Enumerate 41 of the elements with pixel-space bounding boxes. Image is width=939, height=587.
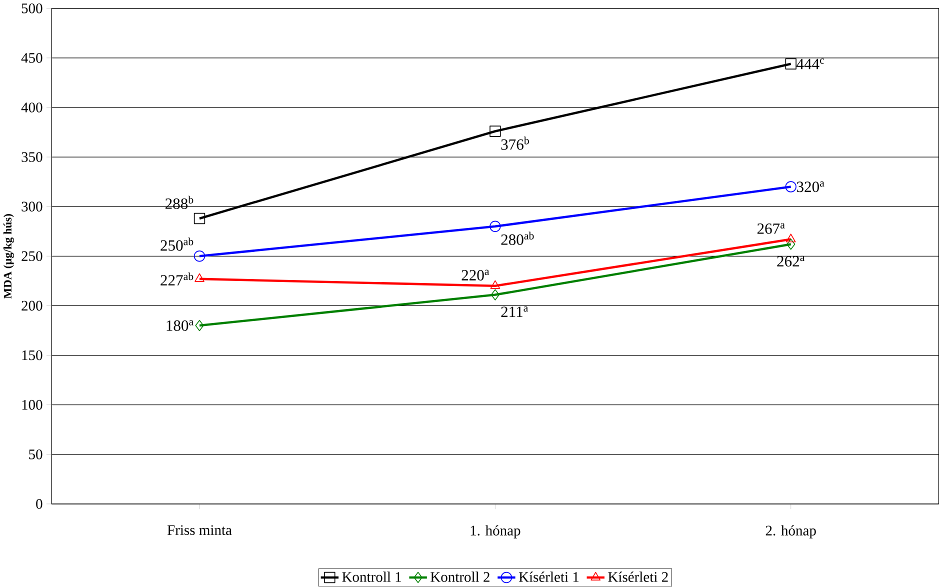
y-tick-label: 150 — [22, 350, 42, 360]
data-label: 180$^{a}$ — [166, 320, 194, 332]
legend-label: Kísérleti 2 — [608, 572, 668, 582]
data-label: 444$^{c}$ — [796, 58, 824, 70]
y-tick-label: 50 — [29, 450, 42, 460]
legend-label: Kontroll 1 — [342, 572, 401, 582]
y-tick-label: 350 — [22, 152, 42, 162]
point — [194, 250, 206, 262]
point — [786, 234, 796, 242]
y-tick-label: 0 — [36, 499, 42, 509]
point — [195, 320, 204, 332]
y-tick-label: 100 — [22, 400, 42, 410]
point — [490, 126, 501, 138]
point — [785, 58, 796, 70]
data-label: 211$^{a}$ — [501, 306, 528, 318]
data-label: 376$^{b}$ — [501, 136, 529, 150]
data-label: 267$^{a}$ — [757, 223, 785, 234]
y-tick-label: 400 — [21, 102, 42, 113]
legend-label: Kísérleti 1 — [518, 572, 579, 582]
point — [490, 220, 501, 232]
legend-label: Kontroll 2 — [430, 572, 490, 582]
point — [786, 238, 796, 250]
point — [194, 213, 206, 224]
data-label: 320$^{a}$ — [797, 182, 824, 192]
x-tick-label: Friss minta — [167, 525, 232, 536]
point — [490, 280, 500, 290]
y-tick-label: 300 — [22, 202, 42, 212]
data-label: 227$^{ab}$ — [160, 272, 194, 286]
point — [490, 289, 500, 301]
x-tick-label: 2. hónap — [766, 525, 816, 539]
data-label: 220$^{a}$ — [462, 270, 490, 281]
y-tick-label: 200 — [22, 300, 42, 311]
y-tick-label: 500 — [22, 4, 42, 14]
x-tick-label: 1. hónap — [470, 525, 520, 539]
point — [194, 274, 204, 282]
y-tick-label: 250 — [22, 251, 42, 262]
point — [785, 181, 796, 193]
y-axis-title: MDA (µg/kg hús) — [3, 214, 14, 299]
y-tick-label: 450 — [21, 53, 42, 63]
data-label: 250$^{ab}$ — [160, 238, 194, 251]
data-label: 280$^{ab}$ — [501, 232, 534, 246]
